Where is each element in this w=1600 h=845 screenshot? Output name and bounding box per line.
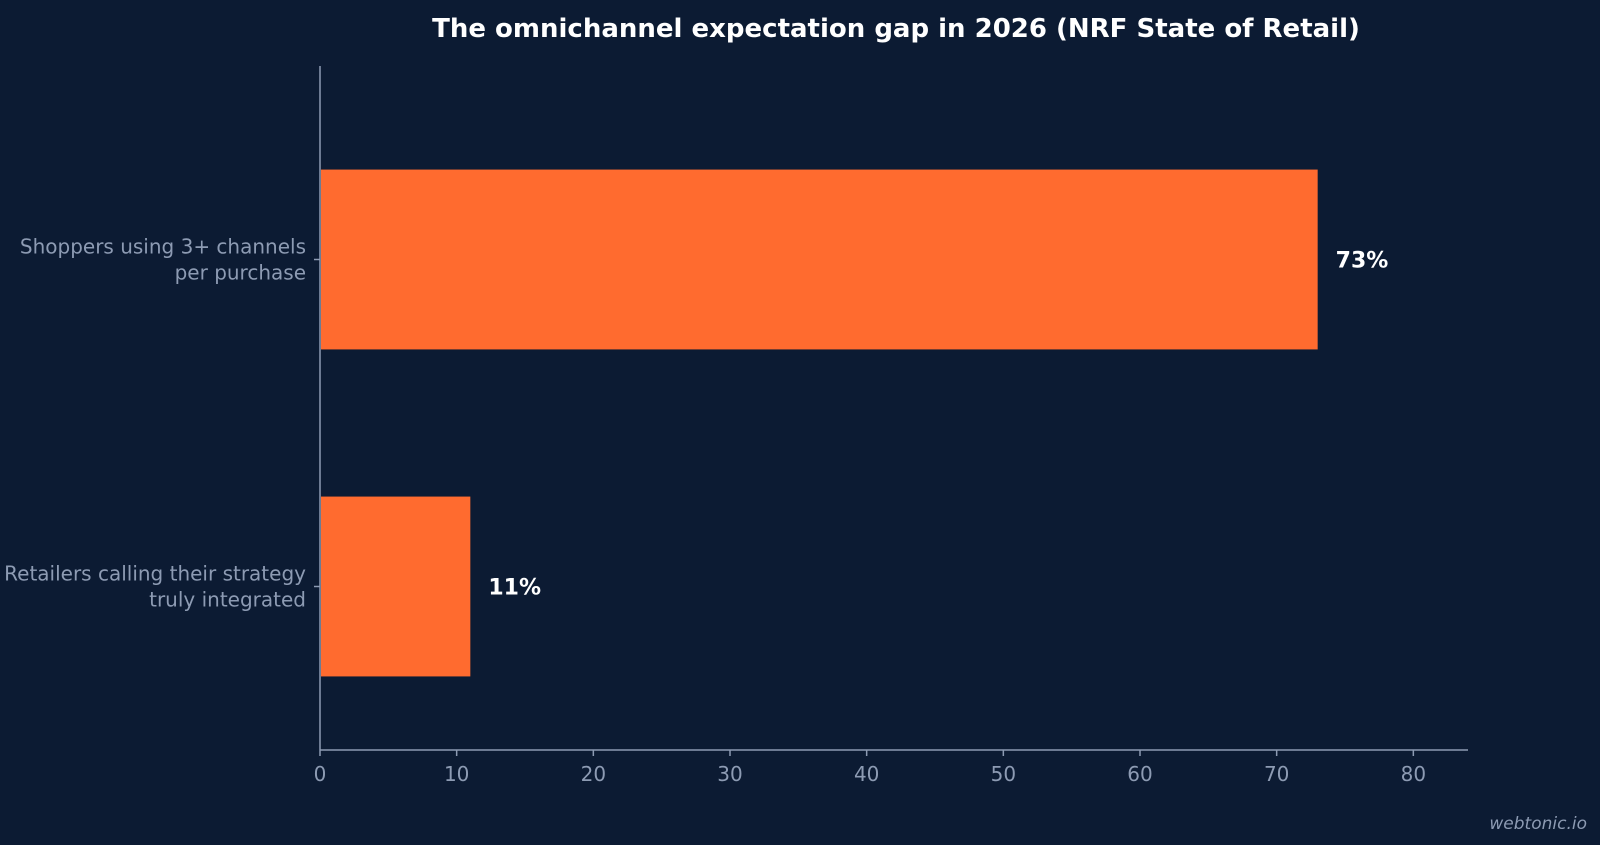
x-tick-label: 40	[854, 762, 879, 786]
x-tick-label: 10	[444, 762, 469, 786]
x-tick-label: 50	[991, 762, 1016, 786]
plot-area: 0 10 20 30 40 50 60 70 80 Shoppers using 3+ chann…	[4, 66, 1468, 786]
bar	[321, 169, 1318, 350]
x-tick-label: 60	[1127, 762, 1152, 786]
chart-title: The omnichannel expectation gap in 2026 …	[432, 14, 1360, 44]
x-tick-label: 80	[1401, 762, 1426, 786]
category-label: truly integrated	[149, 588, 306, 612]
x-tick-label: 70	[1264, 762, 1289, 786]
category-label: per purchase	[175, 261, 306, 285]
x-tick-label: 0	[314, 762, 327, 786]
data-label: 11%	[488, 576, 541, 601]
category-label: Retailers calling their strategy	[4, 562, 306, 586]
bar	[321, 496, 471, 677]
x-tick-label: 30	[717, 762, 742, 786]
x-tick-label: 20	[581, 762, 606, 786]
watermark: webtonic.io	[1489, 814, 1587, 834]
data-label: 73%	[1336, 249, 1389, 274]
category-label: Shoppers using 3+ channels	[20, 235, 306, 259]
